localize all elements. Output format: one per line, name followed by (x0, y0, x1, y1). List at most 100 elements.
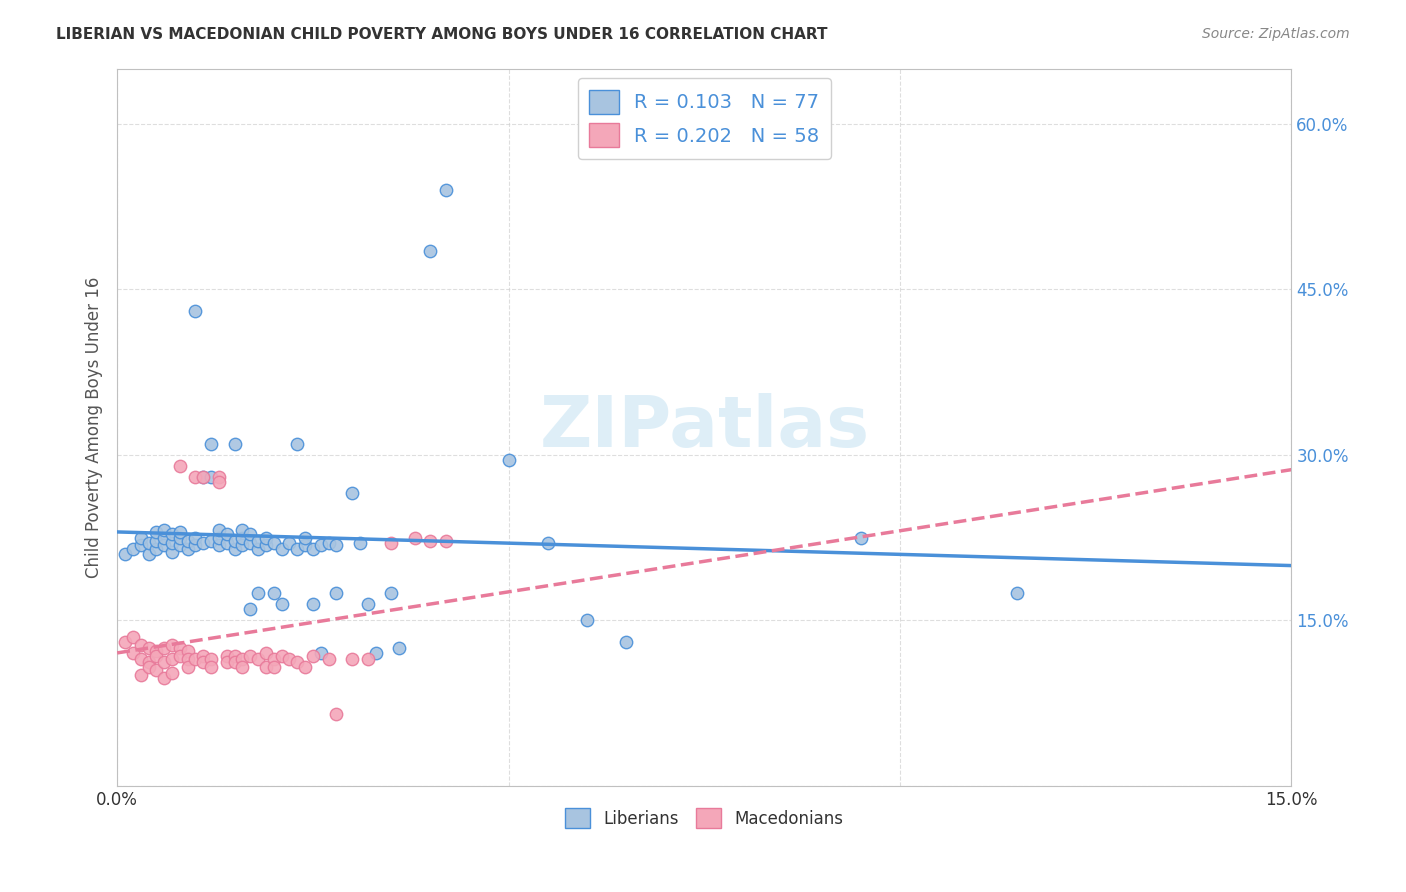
Point (153, 671, 176, 685)
Point (434, 533, 457, 548)
Point (129, 638, 152, 652)
Point (184, 538, 207, 552)
Point (239, 527, 262, 541)
Point (193, 470, 215, 484)
Point (200, 652, 222, 666)
Point (129, 531, 152, 545)
Point (340, 652, 363, 666)
Point (160, 545, 183, 559)
Point (129, 652, 152, 666)
Point (340, 486, 363, 500)
Point (138, 640, 160, 655)
Point (614, 635, 637, 649)
Point (224, 648, 246, 663)
Point (153, 640, 176, 655)
Point (231, 652, 253, 666)
Point (404, 531, 426, 545)
Point (153, 655, 176, 669)
Point (309, 538, 332, 552)
Point (138, 536, 160, 550)
Point (357, 597, 380, 611)
Point (169, 531, 191, 545)
Point (231, 523, 253, 537)
Point (270, 597, 292, 611)
Point (184, 652, 207, 666)
Point (200, 436, 222, 450)
Point (184, 304, 207, 318)
Point (121, 541, 143, 556)
Point (254, 659, 277, 673)
Point (278, 536, 301, 550)
Point (121, 630, 143, 644)
Point (215, 527, 238, 541)
Point (849, 531, 872, 545)
Point (145, 524, 167, 539)
Point (318, 652, 340, 666)
Point (575, 613, 598, 627)
Point (176, 652, 198, 666)
Point (302, 648, 325, 663)
Point (200, 659, 222, 673)
Point (138, 547, 160, 561)
Point (263, 585, 285, 599)
Point (270, 541, 292, 556)
Point (537, 536, 560, 550)
Point (114, 635, 136, 649)
Text: ZIPatlas: ZIPatlas (540, 392, 869, 462)
Point (239, 648, 262, 663)
Point (169, 524, 191, 539)
Point (169, 538, 191, 552)
Point (1007, 585, 1029, 599)
Point (254, 531, 277, 545)
Point (380, 536, 402, 550)
Point (145, 648, 167, 663)
Point (153, 538, 176, 552)
Point (294, 531, 316, 545)
Point (247, 533, 270, 548)
Point (176, 659, 198, 673)
Point (153, 523, 176, 537)
Point (239, 602, 262, 616)
Point (325, 585, 347, 599)
Point (176, 541, 198, 556)
Point (302, 541, 325, 556)
Point (285, 655, 308, 669)
Point (184, 470, 207, 484)
Point (263, 652, 285, 666)
Y-axis label: Child Poverty Among Boys Under 16: Child Poverty Among Boys Under 16 (86, 277, 103, 578)
Point (160, 638, 183, 652)
Point (160, 652, 183, 666)
Point (215, 648, 238, 663)
Point (380, 585, 402, 599)
Text: Source: ZipAtlas.com: Source: ZipAtlas.com (1202, 27, 1350, 41)
Point (153, 531, 176, 545)
Point (145, 663, 167, 677)
Point (364, 646, 387, 660)
Point (254, 646, 277, 660)
Point (294, 538, 316, 552)
Point (224, 436, 246, 450)
Point (224, 541, 246, 556)
Point (247, 541, 270, 556)
Point (193, 470, 215, 484)
Point (176, 644, 198, 658)
Point (193, 648, 215, 663)
Point (208, 475, 231, 490)
Point (263, 536, 285, 550)
Point (138, 659, 160, 673)
Point (318, 536, 340, 550)
Point (160, 527, 183, 541)
Point (285, 436, 308, 450)
Point (145, 533, 167, 548)
Point (247, 652, 270, 666)
Point (247, 585, 270, 599)
Point (200, 533, 222, 548)
Point (325, 707, 347, 722)
Point (388, 640, 411, 655)
Point (302, 597, 325, 611)
Point (239, 536, 262, 550)
Point (208, 538, 231, 552)
Point (254, 538, 277, 552)
Point (325, 538, 347, 552)
Point (114, 547, 136, 561)
